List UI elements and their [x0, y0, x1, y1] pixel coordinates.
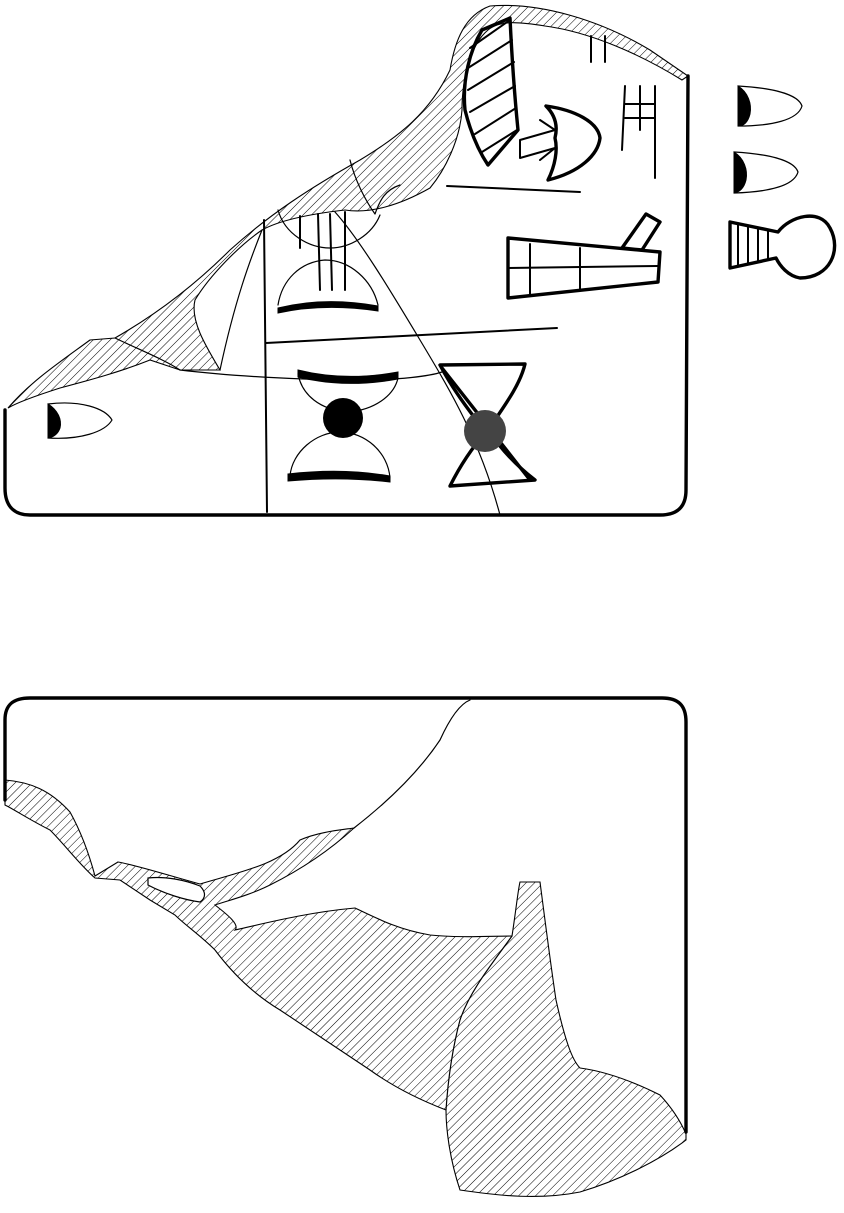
sign-bowl-upper [277, 209, 381, 314]
reverse-face [3, 696, 688, 1198]
sign-arrow-shape [519, 104, 602, 182]
sign-slanted-wedge [620, 212, 662, 252]
sign-eye-wedge-left [47, 402, 113, 439]
margin-eye-wedge-2 [733, 151, 799, 194]
obverse-damage-edge [114, 159, 401, 371]
reverse-damage-hole [147, 876, 206, 903]
reverse-tablet-outline [3, 696, 688, 1134]
sign-vertical-wedges-top [590, 35, 606, 63]
obverse-face [3, 4, 690, 517]
reverse-inner-crack [445, 935, 513, 1111]
reverse-crack-line [353, 699, 471, 829]
filled-circle-black [323, 398, 363, 438]
sign-hourglass-grey-dot [438, 362, 537, 488]
margin-eye-wedge-1 [737, 85, 803, 127]
margin-bulb-sign [728, 214, 837, 280]
obverse-tablet-outline [3, 74, 690, 517]
reverse-damage-hatch [4, 779, 687, 1198]
obverse-damage-hatch [7, 4, 689, 409]
sign-long-wedge [506, 236, 662, 300]
filled-circle-grey [464, 410, 506, 452]
sign-hatched-triangle [462, 16, 520, 167]
margin-signs [728, 85, 837, 280]
sign-ladder-right [621, 85, 656, 179]
sign-bowl-pair-black-dot [287, 369, 399, 483]
obverse-case-divider-vertical [263, 219, 268, 513]
obverse-case-divider-1 [446, 185, 581, 193]
obverse-case-divider-2 [265, 327, 558, 344]
